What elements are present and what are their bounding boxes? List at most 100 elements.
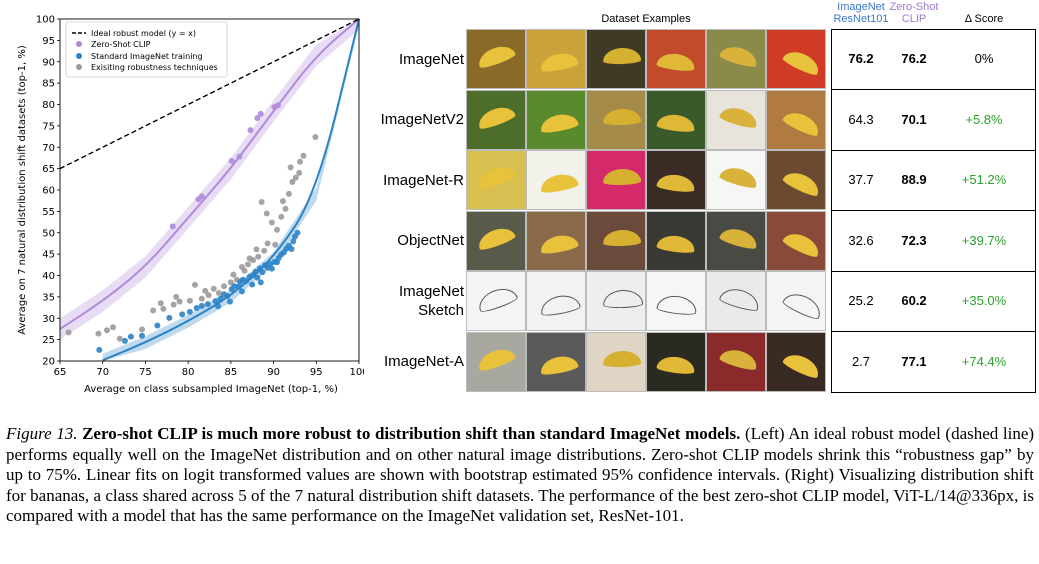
robust-point xyxy=(109,324,116,331)
standard-point xyxy=(252,268,259,275)
robust-point xyxy=(296,169,303,176)
robust-point xyxy=(273,226,280,233)
standard-confidence-band xyxy=(102,19,359,361)
legend-robust-marker xyxy=(76,64,82,70)
standard-point xyxy=(212,298,219,305)
y-tick-label: 75 xyxy=(42,121,55,132)
resnet-score: 64.3 xyxy=(848,111,874,127)
banana-example-image xyxy=(526,271,586,331)
delta-score: +5.8% xyxy=(965,111,1003,127)
y-tick-label: 95 xyxy=(42,36,55,47)
robust-point xyxy=(246,255,253,262)
robust-point xyxy=(215,290,222,297)
banana-example-image xyxy=(466,271,526,331)
banana-example-image xyxy=(526,210,586,271)
banana-example-image xyxy=(586,150,646,210)
score-right-border xyxy=(1035,29,1036,392)
banana-example-image xyxy=(706,89,766,150)
robust-point xyxy=(103,327,110,334)
y-tick-label: 90 xyxy=(42,57,55,68)
standard-point xyxy=(243,278,250,285)
x-tick-label: 80 xyxy=(182,367,195,378)
clip-point xyxy=(247,127,254,134)
robust-point xyxy=(272,241,279,248)
clip-point xyxy=(254,115,261,122)
standard-point xyxy=(166,314,173,321)
banana-example-image xyxy=(706,271,766,331)
y-tick-label: 25 xyxy=(42,335,55,346)
standard-point xyxy=(186,308,193,315)
legend-box xyxy=(65,21,228,78)
banana-example-image xyxy=(526,89,586,150)
banana-example-image xyxy=(586,331,646,392)
image-background xyxy=(707,272,765,330)
robust-point xyxy=(116,335,123,342)
clip-score: 88.9 xyxy=(901,172,927,188)
image-background xyxy=(587,272,645,330)
standard-point xyxy=(288,245,295,252)
resnet-header-line1: ImageNet xyxy=(837,1,885,13)
robust-point xyxy=(292,174,299,181)
row-divider xyxy=(831,331,1036,332)
banana-example-image xyxy=(706,331,766,392)
clip-point xyxy=(198,193,205,200)
robust-point xyxy=(173,293,180,300)
standard-point xyxy=(238,288,245,295)
y-tick-label: 55 xyxy=(42,207,55,218)
banana-example-image xyxy=(766,210,826,271)
robustness-scatter-chart: 65 70 75 80 85 90 95 100 20 25 30 35 40 45 50 55 60 65 70 7… xyxy=(17,15,364,396)
row-divider xyxy=(831,89,1036,90)
clip-point xyxy=(236,153,243,160)
delta-score: +35.0% xyxy=(961,293,1007,309)
figure-label: Figure 13. xyxy=(6,424,78,443)
clip-point xyxy=(169,223,176,230)
clip-score: 60.2 xyxy=(901,293,927,309)
standard-point xyxy=(193,304,200,311)
standard-point xyxy=(259,269,266,276)
banana-example-image xyxy=(646,29,706,89)
chart-legend: Ideal robust model (y = x) Zero-Shot CLI… xyxy=(65,21,228,78)
banana-example-image xyxy=(586,29,646,89)
banana-example-image xyxy=(466,29,526,89)
delta-score: +39.7% xyxy=(961,232,1007,248)
y-tick-label: 40 xyxy=(42,271,55,282)
robust-point xyxy=(241,267,248,274)
standard-point xyxy=(179,311,186,318)
resnet-score: 2.7 xyxy=(851,353,871,369)
robust-point xyxy=(253,246,260,253)
robust-point xyxy=(227,279,234,286)
dataset-row-label: ImageNet Sketch xyxy=(398,283,464,320)
robust-point xyxy=(65,329,72,336)
y-tick-label: 85 xyxy=(42,79,55,90)
robust-point xyxy=(150,307,157,314)
score-left-border xyxy=(831,29,832,392)
robust-point xyxy=(221,283,228,290)
x-tick-label: 90 xyxy=(267,367,280,378)
caption-title: Zero-shot CLIP is much more robust to di… xyxy=(82,424,741,443)
dataset-row-label: ImageNet-R xyxy=(383,171,464,189)
standard-point xyxy=(121,337,128,344)
y-tick-label: 60 xyxy=(42,186,55,197)
robust-point xyxy=(278,213,285,220)
clip-score: 76.2 xyxy=(901,51,927,67)
y-tick-label: 80 xyxy=(42,100,55,111)
robust-point xyxy=(139,326,146,333)
robust-point xyxy=(258,198,265,205)
y-tick-label: 50 xyxy=(42,228,55,239)
clip-header-line1: Zero-Shot xyxy=(889,1,939,13)
row-divider xyxy=(831,149,1036,151)
clip-point xyxy=(257,110,264,117)
banana-example-image xyxy=(466,150,526,210)
robust-point xyxy=(255,253,262,260)
standard-point xyxy=(227,298,234,305)
image-background xyxy=(647,272,705,330)
robust-point xyxy=(95,330,102,337)
y-tick-label: 20 xyxy=(42,357,55,368)
x-tick-label: 70 xyxy=(96,367,109,378)
y-axis-label: Average on 7 natural distribution shift … xyxy=(17,45,28,335)
banana-example-image xyxy=(766,29,826,89)
robust-point xyxy=(244,261,251,268)
robust-point xyxy=(263,210,270,217)
x-tick-label: 95 xyxy=(310,367,323,378)
banana-example-image xyxy=(646,331,706,392)
